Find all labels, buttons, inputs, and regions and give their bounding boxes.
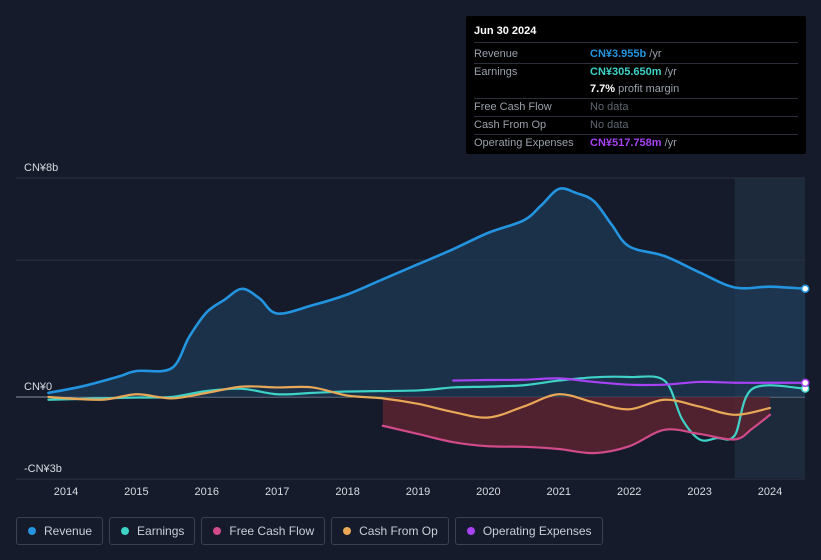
y-tick-label: CN¥8b (24, 162, 58, 174)
line-operating-expenses (452, 377, 807, 387)
tooltip-value: 7.7% (590, 83, 616, 95)
x-tick-label: 2023 (687, 486, 711, 498)
legend-item-revenue[interactable]: Revenue (16, 517, 104, 545)
tooltip-row-profit-margin: 7.7% profit margin (474, 81, 798, 99)
legend-item-free-cash-flow[interactable]: Free Cash Flow (201, 517, 326, 545)
area-free-cash-flow (382, 397, 770, 454)
x-tick-label: 2020 (476, 486, 500, 498)
legend-label: Cash From Op (359, 524, 438, 538)
tooltip-unit: profit margin (618, 83, 680, 95)
series-lines (47, 187, 807, 455)
legend-label: Free Cash Flow (229, 524, 315, 538)
tooltip-row-operating-expenses: Operating Expenses CN¥517.758m /yr (474, 135, 798, 152)
y-axis-labels: CN¥8b CN¥0 -CN¥3b (24, 162, 62, 475)
legend-dot-icon (121, 527, 130, 535)
tooltip-value: CN¥3.955b (590, 48, 647, 60)
tooltip-row-earnings: Earnings CN¥305.650m /yr (474, 64, 798, 81)
legend-label: Revenue (44, 524, 93, 538)
tooltip-value: CN¥305.650m (590, 66, 662, 78)
tooltip-date: Jun 30 2024 (474, 24, 798, 43)
x-tick-label: 2024 (758, 486, 782, 498)
x-tick-label: 2015 (124, 486, 148, 498)
y-tick-label: -CN¥3b (24, 463, 62, 475)
x-tick-label: 2018 (335, 486, 359, 498)
line-revenue (47, 187, 807, 395)
end-point-operating-expenses (800, 378, 810, 388)
tooltip-label: Revenue (474, 48, 519, 60)
x-tick-label: 2021 (547, 486, 571, 498)
tooltip-row-revenue: Revenue CN¥3.955b /yr (474, 46, 798, 64)
tooltip-row-cash-from-op: Cash From Op No data (474, 117, 798, 135)
legend-dot-icon (28, 527, 36, 535)
x-tick-label: 2014 (54, 486, 78, 498)
series-fills (48, 188, 806, 454)
line-cash-from-op (47, 385, 772, 419)
tooltip-label: Earnings (474, 66, 518, 78)
tooltip-label (474, 81, 590, 98)
legend-item-operating-expenses[interactable]: Operating Expenses (454, 517, 603, 545)
tooltip-unit: /yr (664, 66, 677, 78)
tooltip-label: Operating Expenses (474, 137, 574, 149)
tooltip-row-free-cash-flow: Free Cash Flow No data (474, 99, 798, 117)
x-axis-labels: 2014 2015 2016 2017 2018 2019 2020 2021 2022 2023… (54, 486, 782, 498)
legend-item-cash-from-op[interactable]: Cash From Op (331, 517, 449, 545)
tooltip-unit: /yr (664, 137, 677, 149)
legend-label: Operating Expenses (482, 524, 592, 538)
tooltip-unit: /yr (649, 48, 662, 60)
tooltip-value: No data (590, 119, 629, 131)
chart-legend: Revenue Earnings Free Cash Flow Cash Fro… (16, 517, 609, 545)
x-tick-label: 2022 (617, 486, 641, 498)
tooltip-value: CN¥517.758m (590, 137, 662, 149)
data-tooltip: Jun 30 2024 Revenue CN¥3.955b /yr Earnin… (466, 16, 806, 154)
tooltip-label: Cash From Op (474, 119, 547, 131)
tooltip-value: No data (590, 101, 629, 113)
legend-dot-icon (466, 527, 475, 535)
legend-dot-icon (213, 527, 222, 535)
legend-item-earnings[interactable]: Earnings (109, 517, 196, 545)
legend-dot-icon (343, 527, 352, 535)
area-revenue (48, 188, 806, 397)
line-earnings (47, 375, 807, 442)
y-tick-label: CN¥0 (24, 381, 52, 393)
x-tick-label: 2017 (265, 486, 289, 498)
tooltip-label: Free Cash Flow (474, 101, 552, 113)
x-tick-label: 2016 (195, 486, 219, 498)
legend-label: Earnings (137, 524, 185, 538)
x-tick-label: 2019 (406, 486, 430, 498)
end-point-revenue (800, 284, 810, 293)
series-end-markers (800, 284, 810, 393)
line-free-cash-flow (381, 413, 772, 455)
